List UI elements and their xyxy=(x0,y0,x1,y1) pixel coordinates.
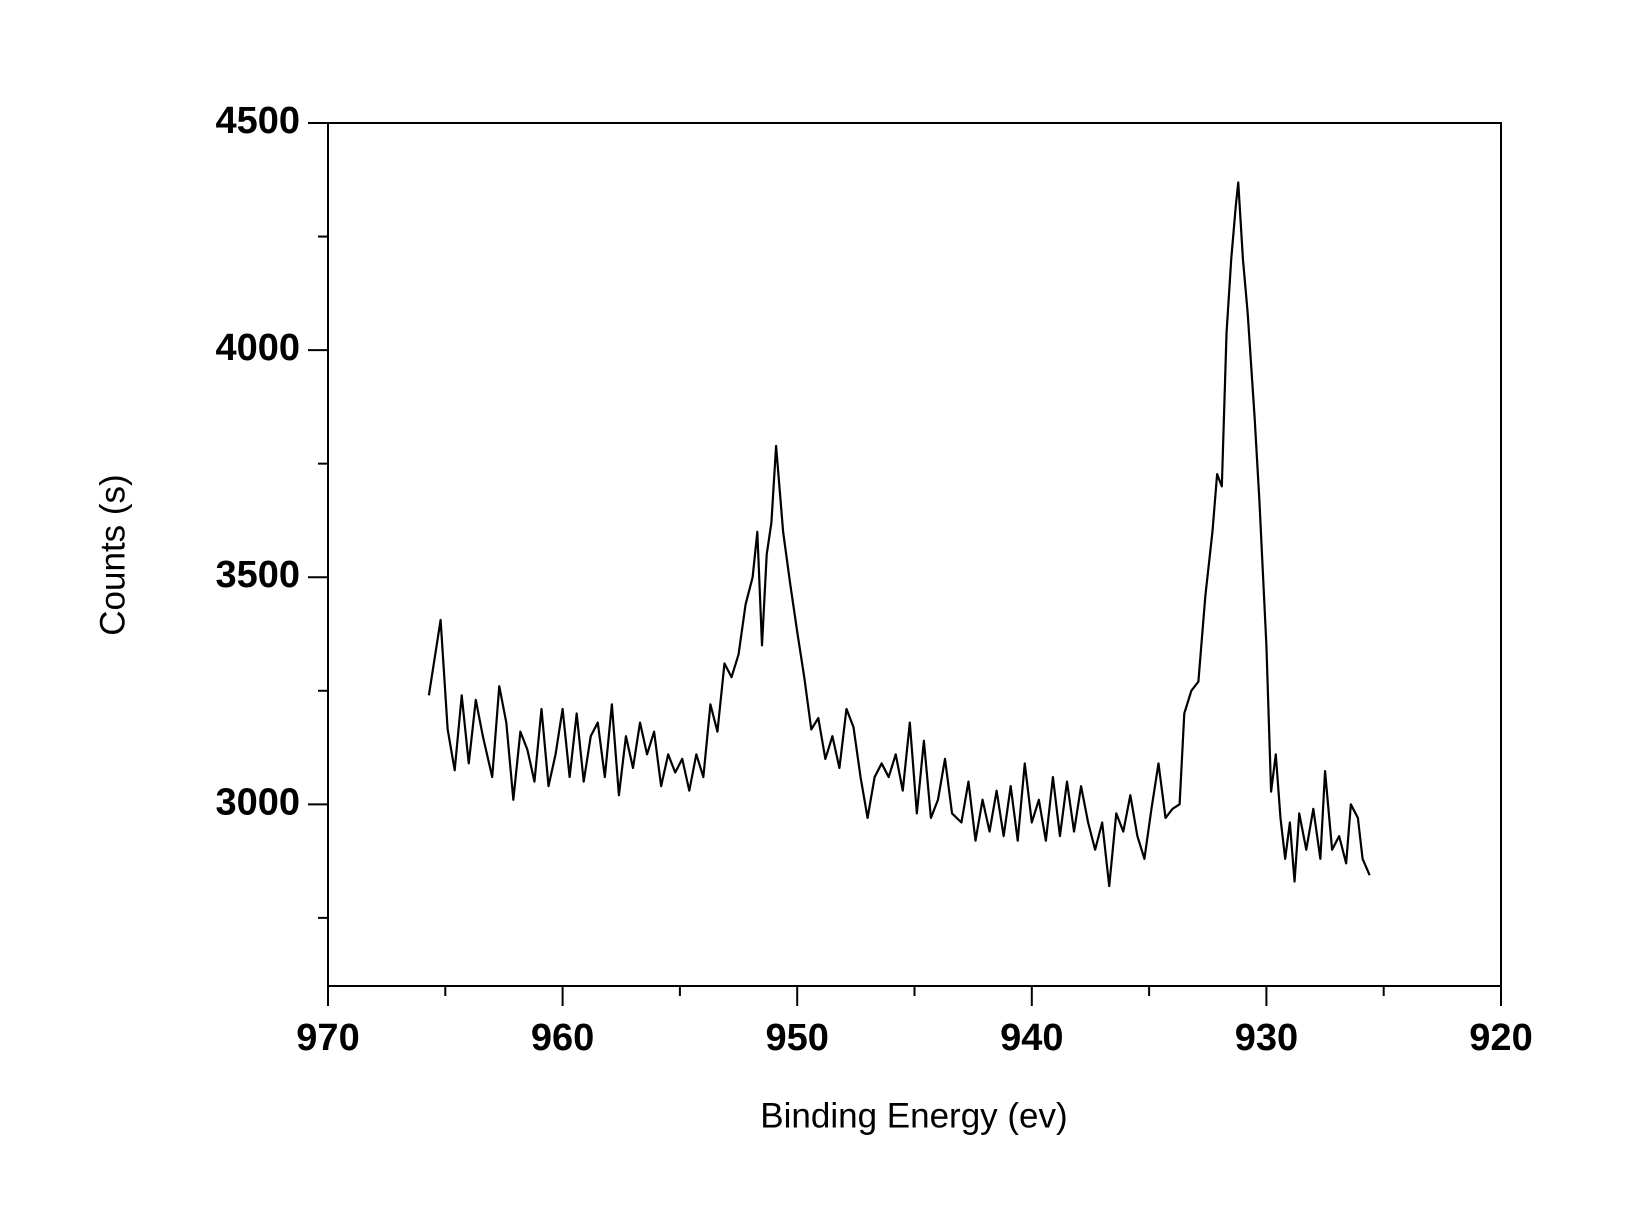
x-tick-label: 940 xyxy=(1000,1017,1063,1059)
y-tick-label: 4000 xyxy=(215,327,300,369)
x-tick-label: 950 xyxy=(765,1017,828,1059)
y-tick-label: 3500 xyxy=(215,554,300,596)
y-tick-label: 3000 xyxy=(215,781,300,823)
x-tick-label: 920 xyxy=(1469,1017,1532,1059)
x-tick-label: 930 xyxy=(1235,1017,1298,1059)
y-axis-label: Counts (s) xyxy=(93,474,132,635)
spectrum-line xyxy=(427,181,1371,888)
x-tick-label: 970 xyxy=(296,1017,359,1059)
x-axis-label: Binding Energy (ev) xyxy=(760,1096,1067,1135)
y-tick-label: 4500 xyxy=(215,100,300,142)
plot-frame xyxy=(327,122,1502,987)
x-tick-label: 960 xyxy=(531,1017,594,1059)
